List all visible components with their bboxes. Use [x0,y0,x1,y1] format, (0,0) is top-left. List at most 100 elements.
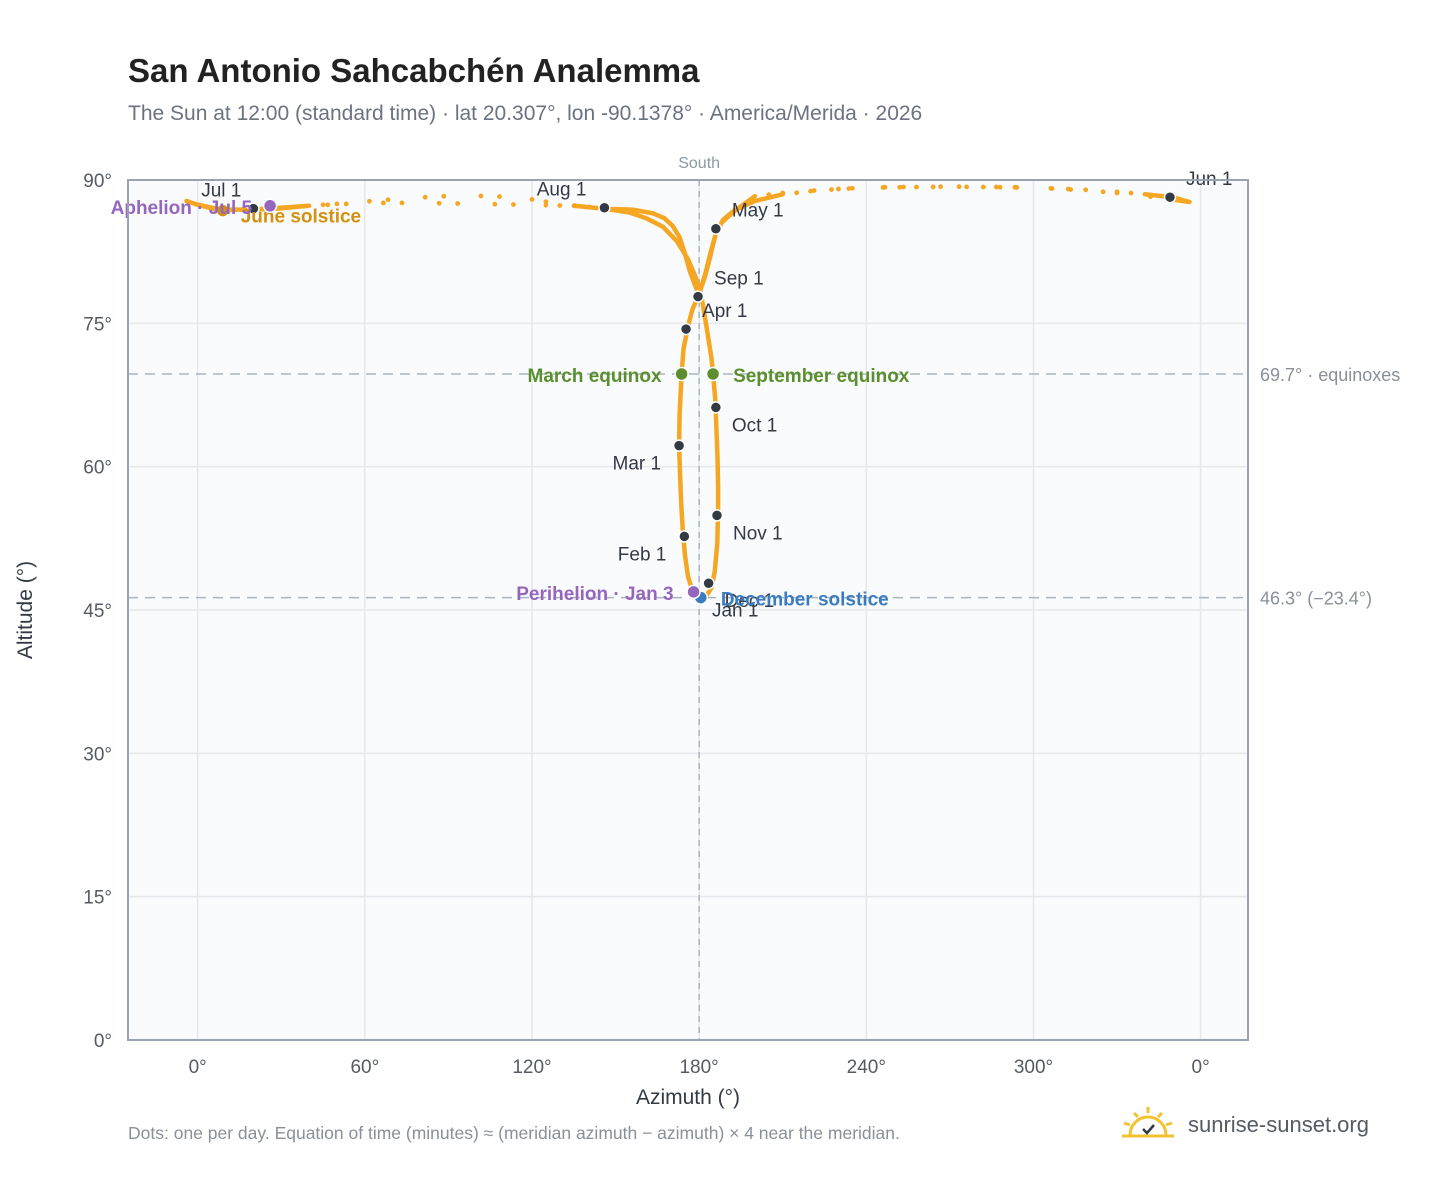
analemma-day-dot [399,200,405,206]
event-label: Aphelion · Jul 5 [111,198,253,219]
analemma-day-dot [956,184,962,190]
x-tick-label: 0° [189,1057,207,1078]
analemma-day-dot [849,185,855,191]
analemma-day-dot [938,184,944,190]
analemma-day-dot [334,201,340,207]
analemma-day-dot [325,202,331,208]
event-marker [215,203,230,218]
month-marker [678,530,691,543]
analemma-day-dot [997,184,1003,190]
reference-line-label: 69.7° · equinoxes [1260,365,1400,385]
analemma-day-dot [367,198,372,204]
chart-title: San Antonio Sahcabchén Analemma [128,52,700,89]
month-marker [672,439,686,452]
month-marker [247,202,260,215]
y-tick-label: 90° [83,171,112,192]
analemma-day-dot [829,187,834,192]
month-marker [709,222,723,235]
event-label: Perihelion · Jan 3 [516,584,673,605]
month-marker-label: May 1 [732,201,784,222]
month-marker-label: Feb 1 [618,544,667,565]
meridian-label: South [678,155,720,172]
analemma-day-dot [436,200,442,206]
analemma-day-dot [880,185,886,190]
month-marker-label: Dec 1 [725,591,775,612]
x-tick-label: 240° [847,1057,886,1078]
y-tick-label: 75° [83,314,112,335]
y-tick-label: 45° [83,601,112,622]
event-marker [686,584,701,600]
analemma-day-dot [914,184,919,190]
analemma-day-dot [846,186,852,192]
analemma-day-dot [543,202,549,208]
y-axis-title: Altitude (°) [14,561,37,659]
month-marker-label: Mar 1 [613,454,662,475]
event-label: June solstice [241,207,361,228]
y-tick-label: 0° [94,1031,112,1052]
analemma-day-dot [964,184,970,190]
month-marker-label: Sep 1 [714,269,764,290]
analemma-day-dot [320,202,326,208]
month-marker [702,576,715,590]
analemma-day-dot [980,184,986,190]
month-marker-label: Nov 1 [733,523,783,544]
month-marker [710,509,724,522]
analemma-day-dot [993,184,999,190]
month-marker-label: Oct 1 [732,415,777,436]
month-marker-label: Aug 1 [537,180,587,201]
event-marker [705,366,721,382]
analemma-day-dot [897,184,903,190]
y-tick-label: 15° [83,888,112,909]
analemma-day-dot [1048,185,1054,191]
analemma-day-dot [385,197,391,203]
event-label: December solstice [721,590,889,611]
footnote: Dots: one per day. Equation of time (min… [128,1123,900,1143]
sunrise-logo-icon [1120,1105,1176,1146]
analemma-day-dot [543,199,549,205]
analemma-day-dot [794,190,800,196]
event-label: March equinox [528,366,663,387]
analemma-day-dot [497,194,502,199]
month-marker-label: Jul 1 [201,181,241,202]
x-tick-label: 120° [512,1057,551,1078]
y-tick-label: 30° [83,744,112,765]
analemma-day-dot [901,184,906,190]
analemma-day-dot [492,201,498,207]
y-tick-label: 60° [83,458,112,479]
plot-frame [127,179,1249,1041]
month-marker [691,290,705,303]
brand-logo[interactable]: sunrise-sunset.org [1120,1102,1369,1148]
x-tick-label: 180° [679,1057,718,1078]
month-marker-label: Apr 1 [702,301,747,322]
x-tick-label: 60° [350,1057,379,1078]
month-marker [598,201,611,214]
reference-line-label: 46.3° (−23.4°) [1260,589,1372,609]
analemma-day-dot [441,193,447,199]
brand-text: sunrise-sunset.org [1188,1112,1369,1137]
analemma-day-dot [422,194,428,200]
analemma-day-dot [930,184,936,190]
analemma-day-dot [455,201,461,206]
month-marker [1163,190,1177,204]
month-marker-label: Jan 1 [712,601,758,622]
analemma-day-dot [1083,187,1089,193]
analemma-day-dot [1100,189,1106,195]
analemma-day-dot [836,186,841,192]
analemma-day-dot [1114,189,1120,195]
analemma-day-dot [557,203,563,208]
analemma-day-dot [511,202,516,207]
analemma-day-dot [343,201,349,207]
analemma-day-dot [1065,186,1071,192]
analemma-day-dot [380,200,386,206]
event-label: September equinox [733,366,910,387]
month-marker [679,322,693,336]
analemma-day-dot [1128,190,1134,196]
analemma-curve [184,192,1192,600]
x-tick-label: 0° [1192,1057,1210,1078]
x-tick-label: 300° [1014,1057,1053,1078]
analemma-day-dot [478,193,484,199]
event-marker [262,198,278,214]
x-axis-title: Azimuth (°) [636,1086,740,1109]
event-marker [674,366,689,382]
